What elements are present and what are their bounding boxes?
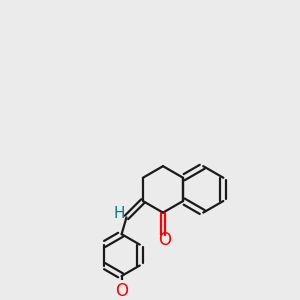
Text: O: O <box>115 282 128 300</box>
Text: H: H <box>114 206 125 221</box>
Text: O: O <box>158 232 171 250</box>
